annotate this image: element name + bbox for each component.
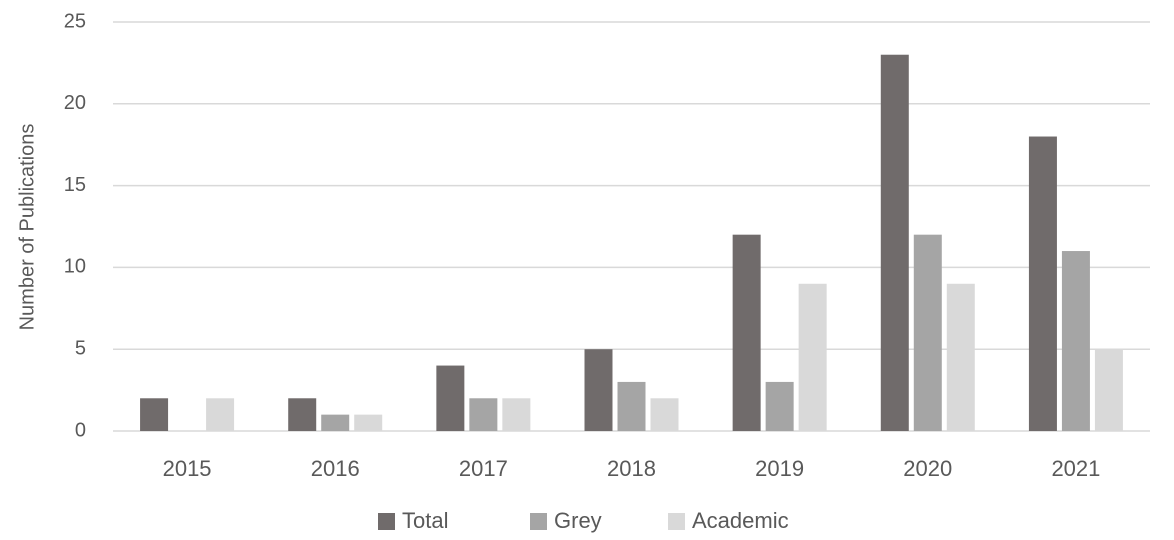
legend-swatch bbox=[668, 513, 685, 530]
bar bbox=[321, 414, 350, 431]
x-tick-label: 2016 bbox=[311, 456, 360, 481]
legend-swatch bbox=[530, 513, 547, 530]
bar bbox=[502, 398, 531, 431]
y-tick-label: 10 bbox=[64, 256, 86, 278]
x-tick-label: 2020 bbox=[903, 456, 952, 481]
bar bbox=[140, 398, 169, 431]
bar bbox=[946, 283, 975, 431]
y-tick-label: 15 bbox=[64, 174, 86, 196]
x-tick-label: 2021 bbox=[1051, 456, 1100, 481]
x-tick-label: 2018 bbox=[607, 456, 656, 481]
y-tick-label: 25 bbox=[64, 10, 86, 32]
bar bbox=[1061, 251, 1090, 431]
legend-label: Total bbox=[402, 508, 448, 533]
x-tick-label: 2017 bbox=[459, 456, 508, 481]
y-tick-label: 20 bbox=[64, 92, 86, 114]
bar bbox=[288, 398, 317, 431]
legend-swatch bbox=[378, 513, 395, 530]
bar bbox=[1094, 349, 1123, 431]
bar bbox=[732, 234, 761, 431]
bar bbox=[436, 365, 465, 431]
y-tick-label: 5 bbox=[75, 337, 86, 359]
bar bbox=[469, 398, 498, 431]
x-tick-label: 2015 bbox=[163, 456, 212, 481]
bar bbox=[206, 398, 235, 431]
bar bbox=[913, 234, 942, 431]
bar bbox=[765, 381, 794, 431]
legend-label: Academic bbox=[692, 508, 789, 533]
bar bbox=[798, 283, 827, 431]
bar bbox=[1028, 136, 1057, 431]
bar bbox=[354, 414, 383, 431]
bar bbox=[650, 398, 679, 431]
bar bbox=[617, 381, 646, 431]
y-axis-label: Number of Publications bbox=[16, 124, 38, 331]
bar bbox=[880, 54, 909, 431]
bar bbox=[584, 349, 613, 431]
legend-label: Grey bbox=[554, 508, 602, 533]
y-tick-label: 0 bbox=[75, 419, 86, 441]
x-tick-label: 2019 bbox=[755, 456, 804, 481]
